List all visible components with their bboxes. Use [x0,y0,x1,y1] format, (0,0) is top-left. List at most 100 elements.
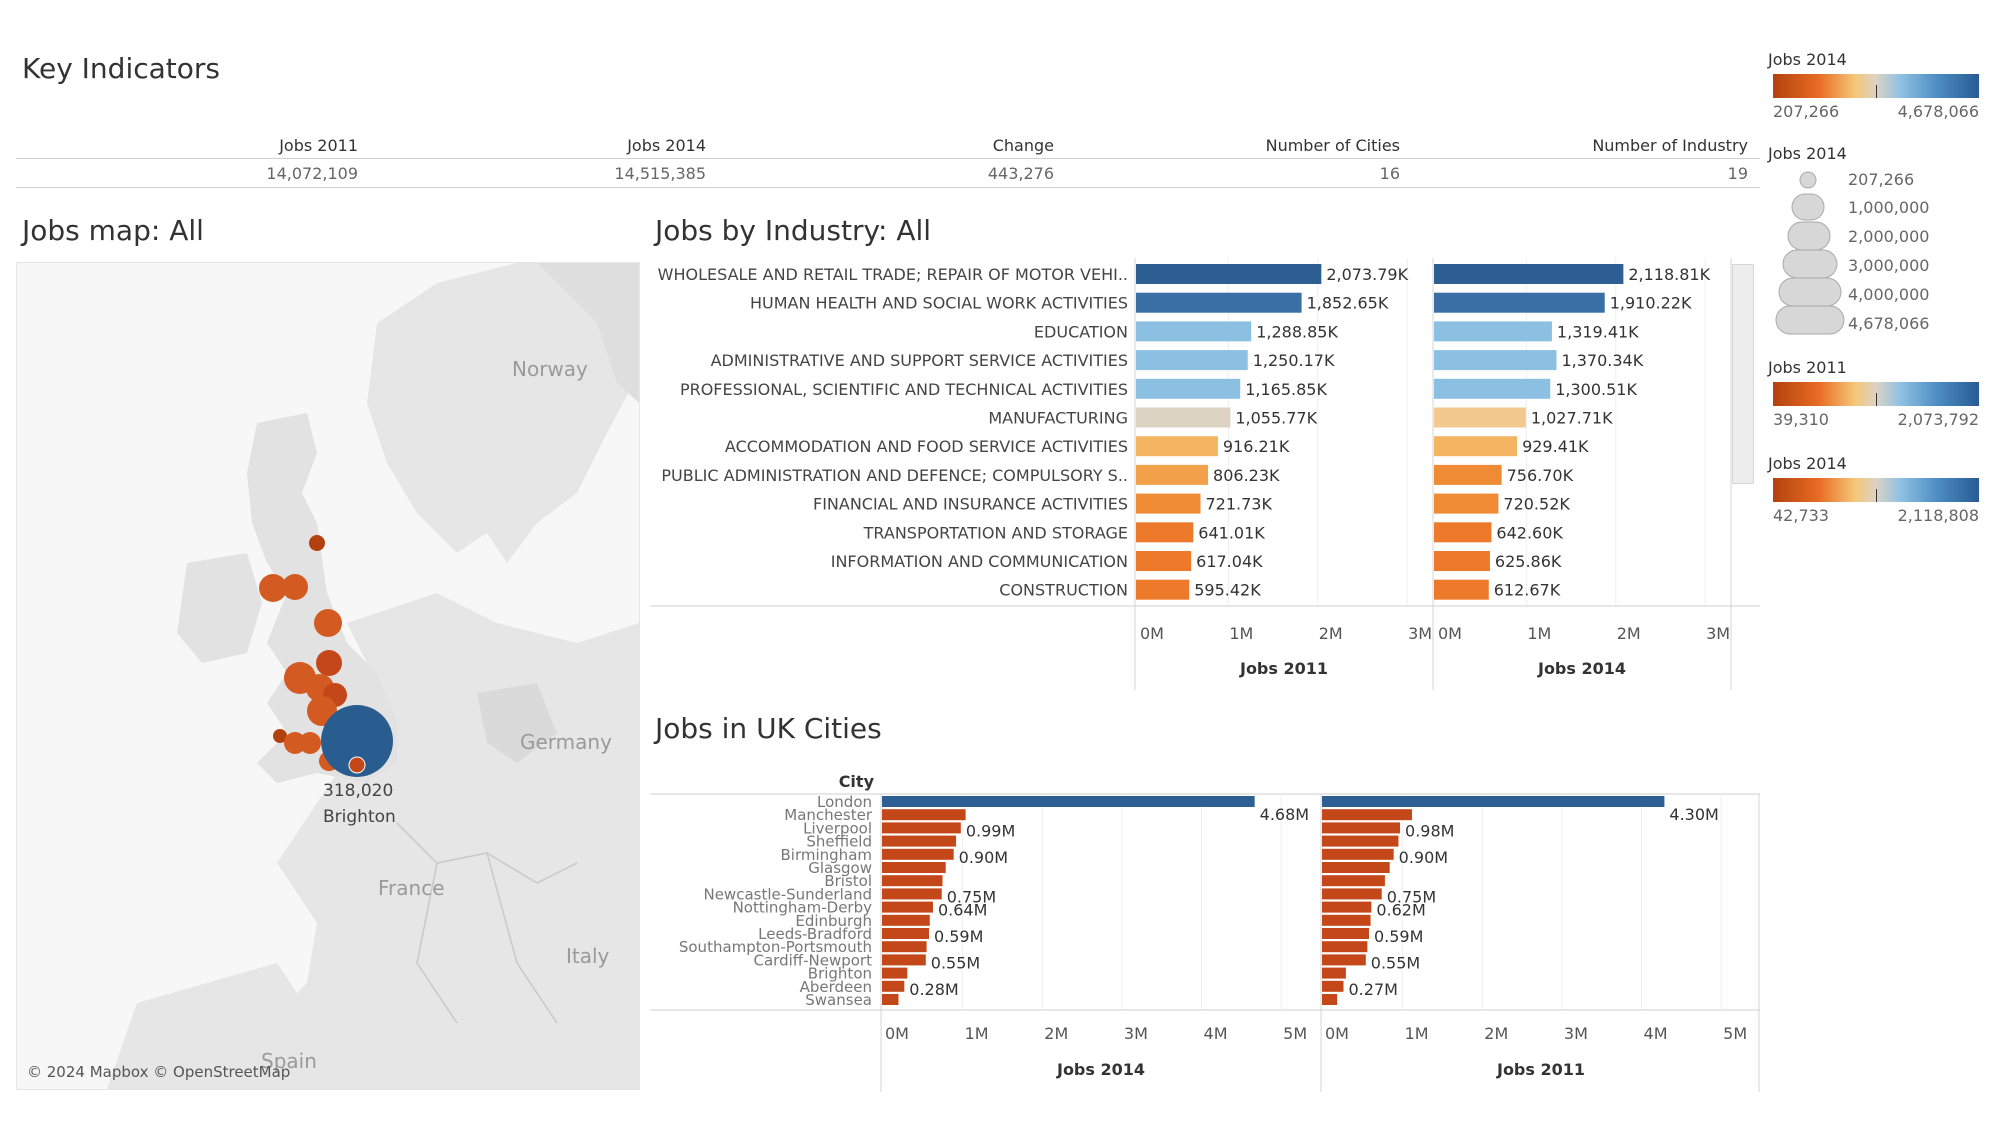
industry-chart: 0M 1M 2M 3M Jobs 2011 0M 1M 2M 3M Jobs 2014 WHOLES… [650,258,1760,690]
kpi-divider [16,158,1760,159]
cities-bar [1322,994,1338,1005]
industry-bar [1136,493,1201,514]
cities-category-label: Newcastle-Sunderland [703,885,872,903]
cities-bar [1322,809,1412,821]
industry-axis-label: Jobs 2011 [1239,659,1328,678]
industry-bar [1136,407,1231,428]
cities-bar [882,822,961,834]
industry-category-label: TRANSPORTATION AND STORAGE [863,523,1128,542]
cities-tick-label: 4M [1204,1024,1228,1043]
industry-category-label: FINANCIAL AND INSURANCE ACTIVITIES [813,495,1128,514]
industry-tick-label: 3M [1706,624,1730,643]
cities-axis-label: Jobs 2011 [1496,1060,1585,1079]
cities-bar-label: 0.27M [1349,980,1398,999]
cities-bar [1322,848,1394,860]
industry-bar [1434,464,1502,485]
industry-bar-label: 625.86K [1495,552,1562,571]
industry-bar-label: 641.01K [1198,523,1265,542]
industry-category-label: PUBLIC ADMINISTRATION AND DEFENCE; COMPU… [661,466,1128,485]
industry-bar-label: 806.23K [1213,466,1280,485]
industry-bar-label: 1,027.71K [1531,409,1613,428]
cities-bar-label: 0.59M [934,927,983,946]
industry-category-label: INFORMATION AND COMMUNICATION [831,552,1128,571]
map-point-swansea [273,729,287,743]
industry-bar [1136,436,1218,457]
map-title: Jobs map: All [22,214,204,247]
cities-bar [882,901,933,913]
industry-bar-label: 1,165.85K [1245,380,1327,399]
industry-bar-label: 1,055.77K [1235,409,1317,428]
kpi-label: Number of Cities [1265,136,1400,155]
legend-size-item: 2,000,000 [1848,227,1930,246]
industry-bar-label: 2,073.79K [1326,265,1408,284]
cities-title: Jobs in UK Cities [655,712,882,745]
industry-bar-label: 612.67K [1494,581,1561,600]
industry-axis-label: Jobs 2014 [1537,659,1626,678]
industry-bar-label: 1,288.85K [1256,322,1338,341]
kpi-label: Change [992,136,1054,155]
cities-axis-label: Jobs 2014 [1056,1060,1145,1079]
cities-bar [882,862,946,873]
jobs-map[interactable]: Norway Germany France Italy Spain 318,02… [16,262,640,1090]
industry-bar-label: 721.73K [1206,495,1273,514]
kpi-value: 14,072,109 [266,164,358,183]
cities-header: City [839,772,875,791]
cities-tick-label: 1M [965,1024,989,1043]
industry-bar-label: 1,319.41K [1557,322,1639,341]
kpi-value: 16 [1379,164,1400,183]
industry-bar [1136,464,1209,485]
kpi-value: 14,515,385 [614,164,706,183]
industry-tick-label: 1M [1527,624,1551,643]
legend-size-item: 4,678,066 [1848,314,1930,333]
cities-category-label: Aberdeen [800,978,872,996]
map-point-leeds [316,650,342,676]
page-title: Key Indicators [22,52,220,85]
cities-tick-label: 3M [1124,1024,1148,1043]
industry-bar [1434,264,1624,284]
cities-bar [1322,888,1382,900]
legend-color-2014b-gradient [1773,478,1979,502]
cities-bar [882,848,954,860]
industry-bar [1434,522,1492,543]
map-tooltip-value: 318,020 [323,781,394,801]
cities-bar [1322,835,1399,847]
industry-bar-label: 929.41K [1522,437,1589,456]
industry-category-label: MANUFACTURING [988,409,1128,428]
cities-bar [882,914,930,926]
cities-tick-label: 0M [1325,1024,1349,1043]
industry-bar [1136,522,1194,543]
industry-bar [1136,350,1248,371]
industry-scrollbar[interactable] [1732,264,1754,484]
cities-bar-label: 0.90M [1399,848,1448,867]
cities-category-label: Manchester [784,806,873,824]
legend-color-2014b-max: 2,118,808 [1897,506,1979,525]
cities-tick-label: 2M [1484,1024,1508,1043]
cities-bar [882,796,1255,807]
cities-bar-label: 0.75M [1387,887,1436,906]
cities-category-label: Leeds-Bradford [758,925,872,943]
industry-bar [1434,321,1552,342]
cities-bar [1322,980,1344,992]
cities-bar-label: 0.62M [1376,901,1425,920]
cities-bar [1322,862,1390,873]
industry-bar-label: 916.21K [1223,437,1290,456]
industry-bar-label: 1,910.22K [1610,294,1692,313]
legend-color-2011-gradient [1773,382,1979,406]
cities-category-label: London [817,793,872,811]
industry-bar-label: 1,250.17K [1253,351,1335,370]
cities-bar [882,967,908,979]
legend-color-2014-min: 207,266 [1773,102,1840,121]
industry-title: Jobs by Industry: All [655,214,932,247]
legend-color-2011-title: Jobs 2011 [1768,358,1847,377]
cities-bar [882,809,966,821]
cities-category-label: Liverpool [803,819,872,837]
industry-tick-label: 1M [1229,624,1253,643]
industry-bar [1434,493,1499,514]
industry-bar-label: 595.42K [1194,581,1261,600]
kpi-value: 19 [1727,164,1748,183]
industry-category-label: PROFESSIONAL, SCIENTIFIC AND TECHNICAL A… [680,380,1128,399]
industry-bar-label: 756.70K [1507,466,1574,485]
cities-bar-label: 0.90M [959,848,1008,867]
industry-bar [1136,378,1241,399]
cities-category-label: Birmingham [781,846,872,864]
